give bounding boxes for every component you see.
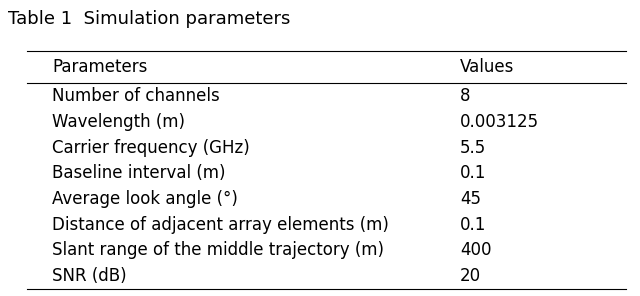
Text: 8: 8 <box>460 87 470 105</box>
Text: Parameters: Parameters <box>52 58 148 76</box>
Text: Table 1  Simulation parameters: Table 1 Simulation parameters <box>8 10 290 28</box>
Text: SNR (dB): SNR (dB) <box>52 267 127 285</box>
Text: 45: 45 <box>460 190 481 208</box>
Text: 5.5: 5.5 <box>460 139 486 157</box>
Text: 0.1: 0.1 <box>460 164 486 182</box>
Text: Slant range of the middle trajectory (m): Slant range of the middle trajectory (m) <box>52 241 385 259</box>
Text: Baseline interval (m): Baseline interval (m) <box>52 164 226 182</box>
Text: 0.003125: 0.003125 <box>460 113 540 131</box>
Text: 0.1: 0.1 <box>460 215 486 234</box>
Text: Wavelength (m): Wavelength (m) <box>52 113 186 131</box>
Text: Number of channels: Number of channels <box>52 87 220 105</box>
Text: Values: Values <box>460 58 515 76</box>
Text: Distance of adjacent array elements (m): Distance of adjacent array elements (m) <box>52 215 389 234</box>
Text: 20: 20 <box>460 267 481 285</box>
Text: Carrier frequency (GHz): Carrier frequency (GHz) <box>52 139 250 157</box>
Text: 400: 400 <box>460 241 492 259</box>
Text: Average look angle (°): Average look angle (°) <box>52 190 238 208</box>
